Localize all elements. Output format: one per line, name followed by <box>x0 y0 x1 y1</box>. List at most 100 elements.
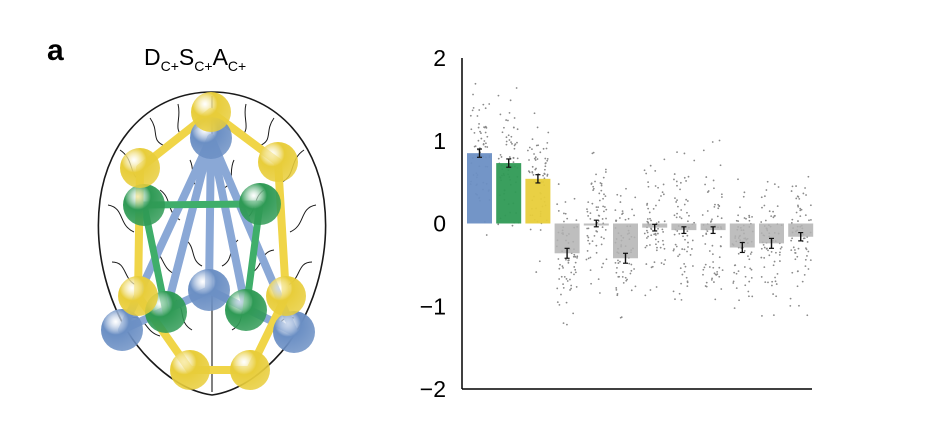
blue-node <box>273 311 315 353</box>
subject-point <box>587 257 590 260</box>
subject-point <box>533 153 535 155</box>
subject-point <box>544 157 547 160</box>
subject-point <box>573 273 575 276</box>
subject-point <box>748 219 751 222</box>
subject-point <box>531 138 534 141</box>
subject-point <box>570 271 573 274</box>
subject-point <box>574 261 577 264</box>
subject-point <box>751 295 754 298</box>
subject-point <box>743 217 746 219</box>
subject-point <box>647 222 650 224</box>
subject-point <box>775 251 777 254</box>
subject-point <box>542 174 544 177</box>
subject-point <box>716 270 719 273</box>
subject-point <box>469 114 472 117</box>
subject-point <box>614 209 617 212</box>
subject-point <box>743 191 746 194</box>
subject-point <box>534 159 537 161</box>
subject-point <box>738 299 740 302</box>
subject-point <box>536 126 539 129</box>
subject-point <box>776 205 779 208</box>
subject-point <box>602 205 605 208</box>
blue-node <box>101 309 143 351</box>
subject-point <box>733 271 736 274</box>
subject-point <box>513 117 516 119</box>
subject-point <box>511 224 514 227</box>
subject-point <box>654 234 657 236</box>
subject-point <box>566 280 569 282</box>
subject-point <box>747 255 749 257</box>
subject-point <box>802 237 805 240</box>
subject-point <box>543 177 546 180</box>
yellow-node <box>266 276 306 316</box>
subject-point <box>589 212 592 214</box>
subject-point <box>745 217 747 220</box>
subject-point <box>750 268 753 271</box>
subject-point <box>658 199 661 202</box>
subject-point <box>656 246 658 249</box>
subject-point <box>533 157 536 160</box>
subject-point <box>809 259 812 262</box>
subject-point <box>716 215 719 218</box>
subject-point <box>687 175 690 178</box>
subject-point <box>622 282 625 284</box>
subject-point <box>764 219 767 222</box>
subject-point <box>779 260 781 262</box>
subject-point <box>546 173 549 176</box>
subject-point <box>749 267 752 270</box>
subject-point <box>625 187 627 190</box>
subject-point <box>488 103 491 105</box>
subject-point <box>648 211 651 214</box>
subject-point <box>562 283 564 286</box>
subject-point <box>538 260 541 263</box>
subject-point <box>779 247 782 250</box>
subject-point <box>630 269 633 272</box>
subject-point <box>748 295 750 298</box>
subject-point <box>564 201 567 203</box>
subject-point <box>516 157 519 160</box>
subject-point <box>767 249 769 252</box>
subject-point <box>761 206 763 209</box>
subject-point <box>768 210 771 213</box>
subject-point <box>470 128 473 131</box>
subject-point <box>616 193 619 196</box>
subject-point <box>589 269 592 272</box>
subject-point <box>600 236 603 239</box>
subject-point <box>767 281 769 284</box>
subject-point <box>604 171 607 173</box>
subject-point <box>649 289 652 291</box>
subject-point <box>508 111 511 114</box>
subject-point <box>804 214 807 217</box>
subject-point <box>575 219 578 222</box>
subject-point <box>604 168 607 171</box>
subject-point <box>575 286 578 288</box>
subject-point <box>547 131 550 134</box>
subject-point <box>744 284 747 287</box>
title-subscript: C+ <box>227 58 247 74</box>
subject-point <box>797 247 800 250</box>
subject-point <box>686 234 689 237</box>
subject-point <box>558 267 561 270</box>
subject-point <box>676 151 678 154</box>
subject-point <box>474 145 477 148</box>
subject-point <box>766 247 768 250</box>
subject-point <box>634 196 637 199</box>
subject-point <box>771 280 774 283</box>
subject-point <box>796 270 799 273</box>
subject-point <box>600 182 603 185</box>
subject-point <box>649 244 651 246</box>
subject-point <box>733 307 736 310</box>
subject-point <box>591 240 594 243</box>
subject-point <box>587 201 590 204</box>
subject-point <box>705 285 708 288</box>
subject-point <box>644 246 647 249</box>
subject-point <box>604 195 607 198</box>
subject-point <box>645 244 648 247</box>
subject-point <box>674 298 676 301</box>
subject-point <box>762 243 765 246</box>
subject-point <box>544 162 547 164</box>
subject-point <box>748 258 751 261</box>
subject-point <box>650 219 652 222</box>
subject-point <box>603 206 606 208</box>
subject-point <box>748 280 751 283</box>
